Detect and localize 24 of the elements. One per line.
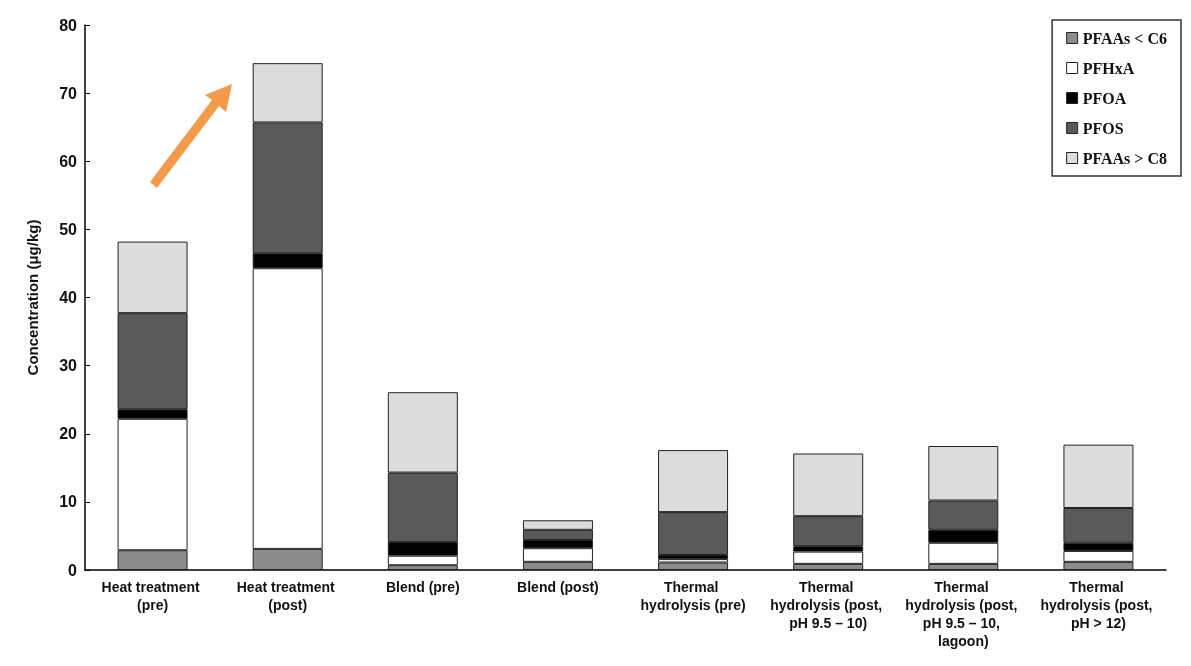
x-tick-label: Thermal hydrolysis (post, pH > 12) [1040,579,1157,631]
x-tick-label: Thermal hydrolysis (post, pH 9.5 – 10) [770,579,887,631]
y-tick-label: 40 [59,289,78,306]
y-tick-label: 80 [59,16,78,34]
y-axis-title: Concentration (μg/kg) [24,219,41,376]
bar [658,562,729,570]
x-tick-label: Blend (post) [517,579,599,595]
y-tick-label: 50 [59,220,78,238]
x-tick-label: Blend (pre) [385,579,460,595]
y-tick-label: 70 [59,84,78,102]
y-tick-label: 10 [59,493,78,511]
y-tick-label: 0 [68,561,78,579]
legend-label: PFAAs > C8 [1082,149,1168,167]
x-tick-label: Heat treatment (post) [236,579,339,613]
legend-label: PFAAs < C6 [1082,29,1168,47]
legend-label: PFHxA [1082,59,1135,77]
x-tick-label: Heat treatment (pre) [101,579,204,613]
x-tick-label: Thermal hydrolysis (pre) [640,579,746,613]
x-tick-label: Thermal hydrolysis (post, pH 9.5 – 10, lagoon) [905,579,1022,649]
legend-label: PFOS [1082,119,1124,137]
y-tick-label: 20 [59,425,78,443]
y-tick-label: 60 [59,152,78,170]
legend-label: PFOA [1082,89,1127,107]
y-tick-label: 30 [59,357,78,375]
